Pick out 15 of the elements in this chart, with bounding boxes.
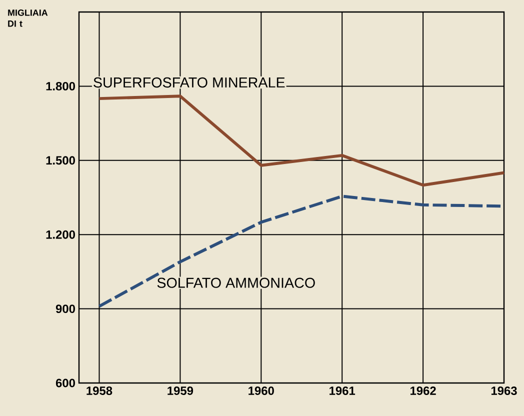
x-tick-label: 1959 — [168, 386, 194, 395]
y-axis-title: MIGLIAIA DI t — [8, 10, 48, 27]
y-tick-label: 600 — [56, 378, 75, 388]
y-tick-label: 1.200 — [46, 230, 75, 239]
x-tick-label: 1962 — [410, 386, 436, 395]
x-tick-label: 1958 — [86, 386, 112, 395]
x-tick-label: 1963 — [491, 386, 517, 396]
y-tick-label: 1.800 — [46, 82, 75, 90]
x-tick-label: 1960 — [248, 386, 274, 395]
series-label: SOLFATO AMMONIACO — [157, 278, 315, 288]
x-tick-label: 1961 — [330, 386, 356, 395]
y-tick-label: 1.500 — [46, 156, 75, 165]
line-series — [98, 94, 506, 187]
y-tick-label: 900 — [56, 304, 75, 314]
series-label: SUPERFOSFATO MINERALE — [94, 77, 285, 88]
